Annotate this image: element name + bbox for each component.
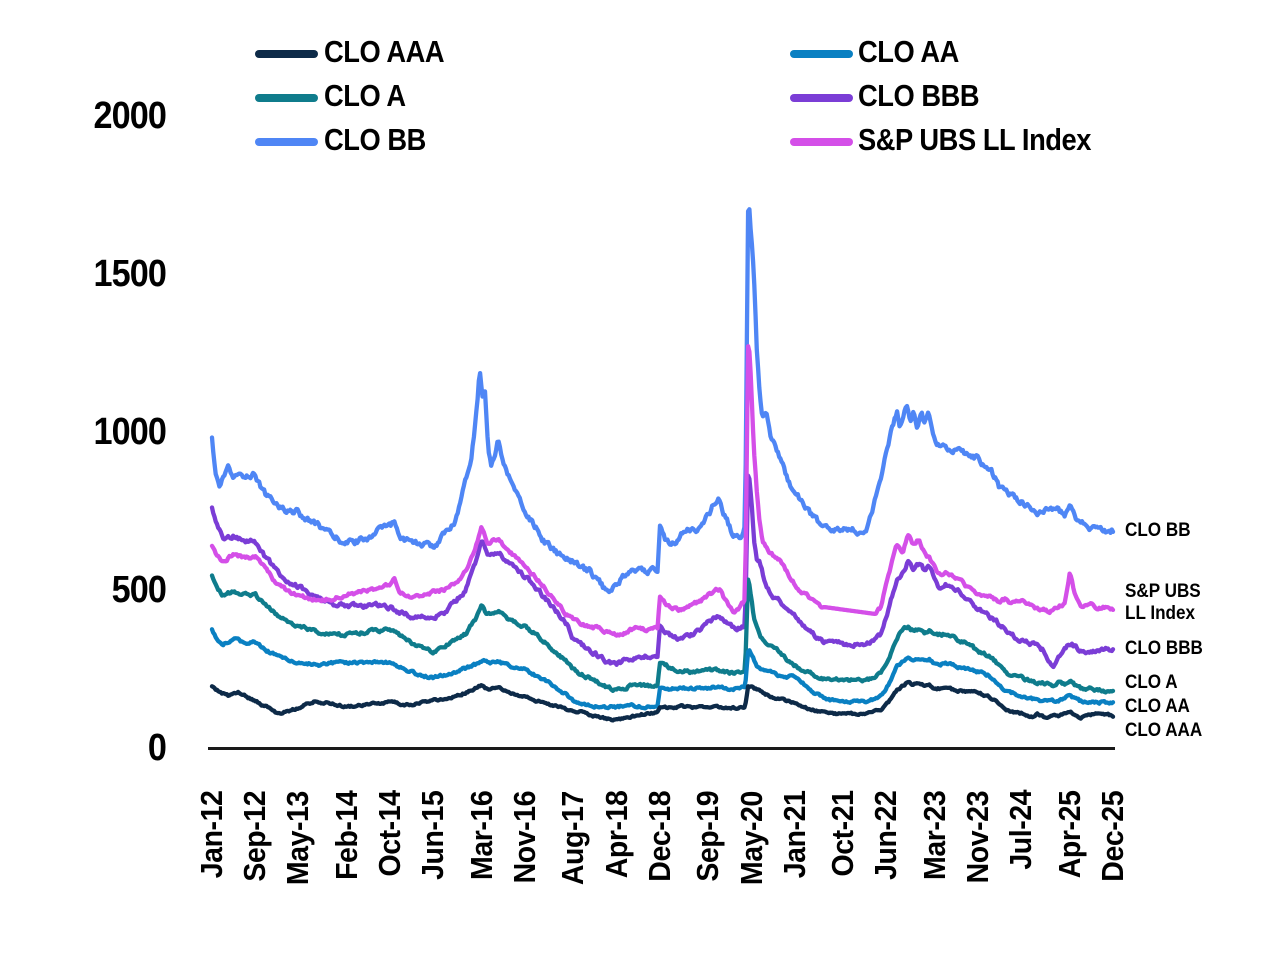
series-line-clo-aa xyxy=(209,627,1116,711)
legend-label-clo-aa: CLO AA xyxy=(858,34,959,69)
x-tick-label: Apr-18 xyxy=(598,790,634,879)
y-tick-label: 2000 xyxy=(93,95,167,137)
x-tick-label: Jan-12 xyxy=(194,790,229,879)
series-end-label-clo-a: CLO A xyxy=(1125,672,1178,693)
series-end-label-clo-aa: CLO AA xyxy=(1125,696,1190,717)
y-tick-label: 0 xyxy=(147,727,167,769)
legend-label-clo-bbb: CLO BBB xyxy=(858,78,980,113)
y-tick-label: 1000 xyxy=(93,411,167,453)
series-end-label-clo-aaa: CLO AAA xyxy=(1125,720,1203,741)
y-tick-label: 500 xyxy=(111,569,167,611)
x-tick-label: Oct-21 xyxy=(825,790,861,877)
series-end-label-clo-bbb: CLO BBB xyxy=(1125,638,1203,659)
legend-label-s-p-ubs-ll-index: S&P UBS LL Index xyxy=(858,122,1091,157)
legend-swatch-clo-aaa xyxy=(255,50,318,58)
x-tick-label: May-20 xyxy=(733,791,769,886)
series-line-s-p-ubs-ll-index xyxy=(209,344,1116,638)
x-tick-label: Sep-12 xyxy=(237,790,273,882)
legend-swatch-clo-bb xyxy=(255,138,318,146)
legend-swatch-clo-a xyxy=(255,94,318,102)
x-tick-label: Dec-25 xyxy=(1095,790,1130,882)
x-tick-label: Nov-16 xyxy=(506,791,542,884)
x-tick-label: Dec-18 xyxy=(641,790,677,882)
x-tick-label: May-13 xyxy=(280,791,316,886)
x-tick-label: Aug-17 xyxy=(555,791,591,886)
legend-swatch-clo-aa xyxy=(790,50,853,58)
series-end-label-s-p-ubs-ll-index: S&P UBS LL Index xyxy=(1125,581,1201,624)
x-tick-label: Mar-16 xyxy=(463,790,499,880)
x-tick-label: Feb-14 xyxy=(328,790,364,880)
legend-label-clo-a: CLO A xyxy=(324,78,406,113)
series-end-label-clo-bb: CLO BB xyxy=(1125,520,1191,541)
legend-label-clo-bb: CLO BB xyxy=(324,122,426,157)
y-tick-label: 1500 xyxy=(93,253,167,295)
x-tick-label: Apr-25 xyxy=(1051,790,1087,879)
series-line-clo-aaa xyxy=(209,679,1116,723)
x-tick-label: Nov-23 xyxy=(960,791,996,884)
x-tick-label: Mar-23 xyxy=(916,790,952,880)
series-line-clo-bbb xyxy=(209,473,1116,670)
series-line-clo-bb xyxy=(209,207,1116,595)
series-line-clo-a xyxy=(209,573,1116,695)
legend-swatch-s-p-ubs-ll-index xyxy=(790,138,853,146)
x-tick-label: Sep-19 xyxy=(690,790,726,882)
legend-label-clo-aaa: CLO AAA xyxy=(324,34,445,69)
x-tick-label: Jun-15 xyxy=(415,790,451,880)
x-tick-label: Jan-21 xyxy=(776,790,812,879)
legend-swatch-clo-bbb xyxy=(790,94,853,102)
x-tick-label: Jun-22 xyxy=(868,790,904,880)
x-tick-label: Oct-14 xyxy=(372,790,408,877)
x-tick-label: Jul-24 xyxy=(1003,789,1039,870)
